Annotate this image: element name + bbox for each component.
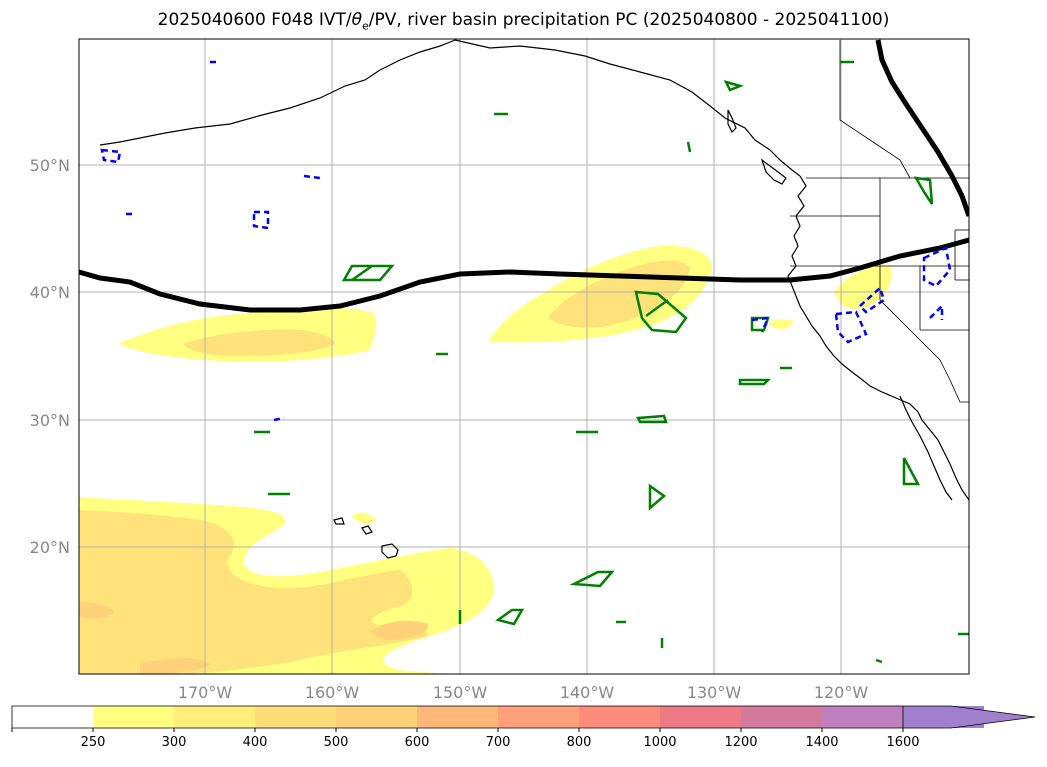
alaska-coast <box>99 39 456 146</box>
colorbar-ticks: 250 300 400 500 600 700 800 1000 1200 1400 1600 <box>11 728 920 750</box>
lon-label-130w: 130°W <box>687 683 742 702</box>
colorbar-tick-label: 1600 <box>886 735 919 750</box>
ivt-shading <box>79 245 892 674</box>
colorbar-segment <box>336 706 417 728</box>
blue-contour-3 <box>834 310 868 344</box>
ivt-area-south-core-2 <box>79 601 115 619</box>
green-contour-9 <box>495 608 525 626</box>
colorbar-segment <box>822 706 903 728</box>
lat-label-50: 50°N <box>30 156 70 175</box>
negative-contours <box>100 60 952 422</box>
colorbar-tick-label: 400 <box>243 735 268 750</box>
map-title: 2025040600 F048 IVT/θe/PV, river basin p… <box>0 10 1047 32</box>
blue-contour-1 <box>100 148 122 164</box>
colorbar-tick-label: 1200 <box>724 735 757 750</box>
colorbar: 250 300 400 500 600 700 800 1000 1200 1400 1600 <box>11 705 1036 750</box>
colorbar-tick-label: 600 <box>405 735 430 750</box>
green-contour-14 <box>686 141 692 153</box>
alaska-coast-2 <box>454 39 801 177</box>
bc-coast <box>787 175 969 501</box>
green-contour-4 <box>738 378 772 386</box>
ivt-area-south-core <box>79 510 428 674</box>
lon-label-150w: 150°W <box>433 683 488 702</box>
lon-label-170w: 170°W <box>178 683 233 702</box>
lat-labels: 50°N 40°N 30°N 20°N <box>30 156 70 557</box>
map-layers <box>79 39 969 674</box>
green-contour-1 <box>341 264 395 282</box>
green-contour-12 <box>723 80 744 92</box>
green-contour-11 <box>913 176 934 205</box>
lon-label-160w: 160°W <box>305 683 360 702</box>
hawaii-big-island <box>381 543 399 559</box>
blue-contour-8 <box>303 174 321 180</box>
pv-contour-north <box>875 39 969 217</box>
map-frame <box>78 38 970 675</box>
baja-coast <box>899 395 953 501</box>
green-contour-21 <box>875 658 883 664</box>
colorbar-segments <box>11 705 1036 729</box>
lon-label-140w: 140°W <box>560 683 615 702</box>
green-contour-10 <box>902 457 921 486</box>
colorbar-segment <box>741 706 822 728</box>
green-contour-5 <box>636 414 668 424</box>
pv-contour-line <box>79 237 969 313</box>
coastlines <box>99 39 969 559</box>
lat-label-20: 20°N <box>30 538 70 557</box>
lat-label-30: 30°N <box>30 411 70 430</box>
colorbar-outline <box>11 705 903 729</box>
blue-contour-7 <box>751 316 771 333</box>
title-rest: /PV, river basin precipitation PC (20250… <box>368 10 890 30</box>
colorbar-segment <box>417 706 498 728</box>
ivt-area-coast <box>834 265 892 310</box>
colorbar-tick-label: 1000 <box>643 735 676 750</box>
blue-contour-2 <box>252 210 270 230</box>
colorbar-segment <box>579 706 660 728</box>
colorbar-segment <box>660 706 741 728</box>
title-theta: θ <box>351 10 362 30</box>
colorbar-tick-label: 1400 <box>805 735 838 750</box>
colorbar-segment <box>255 706 336 728</box>
green-contour-8 <box>569 570 615 588</box>
colorbar-tick-label: 700 <box>486 735 511 750</box>
colorbar-segment <box>12 706 93 728</box>
green-contour-2 <box>634 290 688 334</box>
haida-gwaii <box>727 109 737 134</box>
colorbar-tick-label: 300 <box>162 735 187 750</box>
pv-contour <box>79 39 969 313</box>
colorbar-tick-label: 250 <box>81 735 106 750</box>
blue-contour-6 <box>929 302 944 320</box>
blue-contour-11 <box>273 416 285 422</box>
hawaii-maui <box>361 525 373 535</box>
graticule <box>79 39 969 674</box>
colorbar-segment <box>498 706 579 728</box>
vancouver-island <box>760 158 787 185</box>
title-sub: e <box>362 19 369 33</box>
borders <box>790 40 969 403</box>
colorbar-segment <box>93 706 174 728</box>
lon-label-120w: 120°W <box>814 683 869 702</box>
blue-contour-4 <box>858 285 886 314</box>
ivt-area-islet <box>352 512 376 524</box>
ivt-area-coast-small <box>768 319 794 330</box>
title-text: 2025040600 F048 IVT/ <box>157 10 352 30</box>
colorbar-segment <box>174 706 255 728</box>
ivt-area-south-core-4 <box>370 620 429 640</box>
lon-labels: 170°W 160°W 150°W 140°W 130°W 120°W <box>178 683 869 702</box>
blue-contour-5 <box>922 246 952 288</box>
colorbar-tick-label: 500 <box>324 735 349 750</box>
ivt-area-south-core-3 <box>140 658 210 674</box>
lat-label-40: 40°N <box>30 283 70 302</box>
colorbar-tick-label: 800 <box>567 735 592 750</box>
colorbar-extend-arrow <box>902 705 1036 729</box>
ivt-area-west-core <box>183 329 335 356</box>
green-contour-7 <box>648 483 667 511</box>
hawaii-oahu <box>333 517 345 525</box>
